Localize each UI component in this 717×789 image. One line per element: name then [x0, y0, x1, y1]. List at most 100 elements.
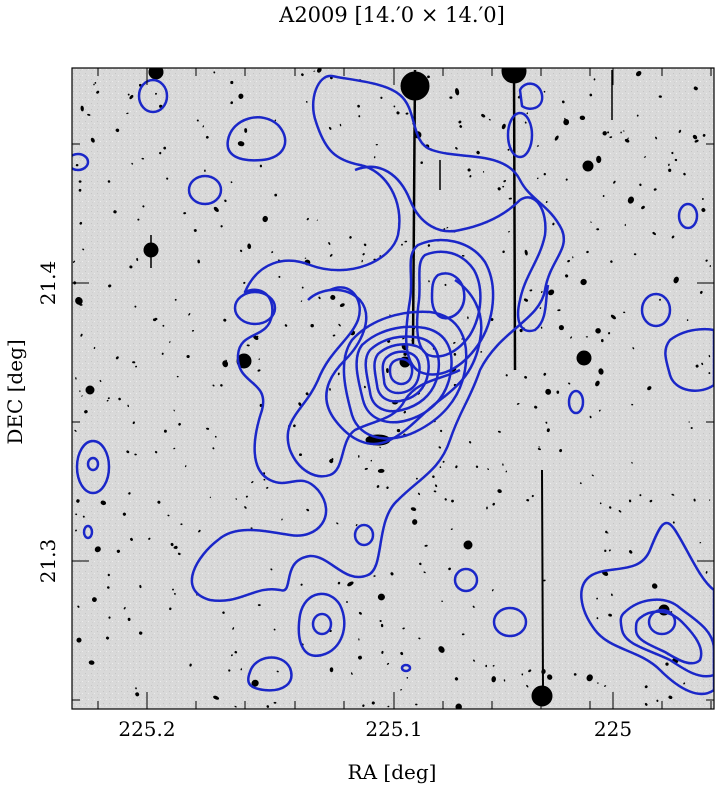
faint-source	[502, 463, 504, 466]
faint-source	[381, 650, 384, 654]
contour-blob	[353, 523, 375, 547]
faint-source	[453, 341, 456, 344]
faint-source	[347, 581, 354, 587]
faint-source	[100, 500, 107, 506]
faint-source	[598, 368, 604, 375]
faint-source	[337, 581, 341, 585]
faint-source	[442, 460, 445, 463]
faint-source	[591, 474, 594, 477]
faint-source	[126, 450, 130, 454]
faint-source	[692, 134, 698, 140]
faint-source	[542, 579, 546, 582]
faint-source	[316, 68, 322, 73]
faint-source	[653, 188, 657, 191]
faint-source	[505, 470, 508, 473]
contour-blob	[640, 292, 672, 328]
faint-source	[379, 446, 381, 449]
faint-source	[410, 507, 417, 511]
contour-north-2	[415, 250, 482, 358]
contour-core-1	[342, 310, 468, 440]
faint-source	[483, 171, 485, 173]
faint-source	[134, 305, 137, 308]
faint-source	[537, 177, 539, 180]
faint-source	[339, 123, 342, 127]
faint-source	[608, 332, 611, 335]
contour-blob	[233, 290, 277, 326]
faint-source	[538, 445, 540, 448]
faint-source	[105, 636, 110, 640]
faint-source	[693, 86, 698, 91]
faint-source	[524, 121, 527, 124]
contour-blob	[567, 389, 585, 415]
faint-source	[88, 660, 95, 665]
faint-source	[451, 499, 454, 503]
faint-source	[274, 193, 278, 197]
faint-source	[699, 542, 702, 544]
contour-core-4	[373, 343, 430, 403]
contour-level-3	[307, 278, 483, 446]
faint-source	[453, 353, 457, 356]
faint-source	[169, 607, 172, 611]
contour-blob	[226, 116, 287, 162]
faint-source	[602, 194, 605, 198]
faint-source	[170, 542, 174, 547]
faint-source	[373, 156, 376, 159]
faint-source	[439, 429, 443, 433]
faint-source	[93, 346, 96, 350]
faint-source	[545, 388, 552, 395]
faint-source	[672, 521, 675, 524]
faint-source	[623, 311, 626, 314]
faint-source	[420, 161, 423, 165]
faint-source	[613, 180, 616, 184]
faint-source	[597, 682, 599, 684]
faint-source	[492, 502, 495, 506]
contour-blob	[297, 592, 346, 658]
faint-source	[386, 486, 389, 489]
faint-source	[487, 468, 489, 470]
faint-source	[475, 465, 479, 468]
faint-source	[658, 95, 662, 98]
x-tick-label: 225	[594, 717, 632, 741]
faint-source	[439, 466, 442, 468]
faint-source	[570, 336, 573, 339]
faint-source	[316, 219, 318, 221]
faint-source	[536, 145, 540, 147]
faint-source	[589, 93, 593, 97]
faint-source	[631, 403, 634, 406]
faint-source	[96, 90, 100, 94]
faint-source	[263, 478, 266, 481]
faint-source	[405, 112, 409, 115]
contour-blob	[400, 663, 412, 673]
faint-source	[300, 300, 303, 303]
faint-source	[708, 372, 711, 375]
faint-source	[580, 278, 587, 286]
faint-source	[328, 126, 332, 130]
faint-source	[90, 137, 95, 143]
faint-source	[177, 552, 181, 556]
faint-source	[139, 584, 142, 589]
faint-source	[632, 347, 635, 350]
faint-source	[702, 133, 706, 137]
faint-source	[449, 96, 453, 99]
faint-source	[137, 218, 140, 221]
faint-source	[250, 527, 253, 529]
faint-source	[93, 83, 95, 86]
faint-source	[651, 583, 658, 589]
faint-source	[128, 492, 131, 495]
faint-source	[80, 105, 84, 112]
faint-source	[709, 499, 711, 501]
faint-source	[596, 617, 599, 620]
faint-source	[573, 673, 577, 676]
faint-source	[196, 119, 199, 122]
faint-source	[516, 403, 520, 405]
faint-source	[472, 605, 475, 608]
faint-source	[656, 699, 659, 702]
faint-source	[435, 484, 438, 488]
faint-source	[649, 499, 653, 503]
faint-source	[178, 422, 181, 426]
faint-source	[258, 358, 260, 361]
faint-source	[454, 677, 459, 681]
faint-source	[75, 513, 78, 516]
faint-source	[595, 380, 600, 387]
